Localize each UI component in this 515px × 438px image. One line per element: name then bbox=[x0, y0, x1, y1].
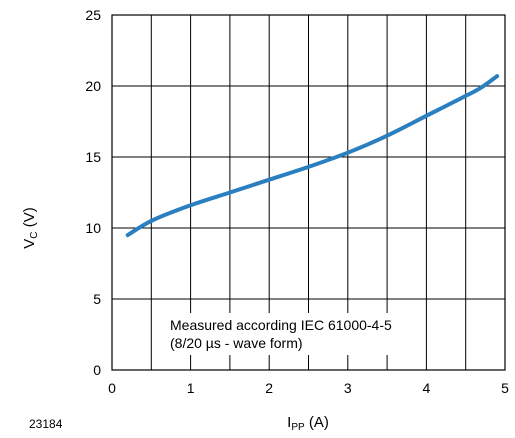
x-axis-label-unit: (A) bbox=[305, 414, 329, 431]
annotation-line-1: Measured according IEC 61000-4-5 bbox=[170, 317, 392, 333]
y-axis-label-main: V bbox=[21, 239, 38, 249]
y-axis-label-unit: (V) bbox=[21, 207, 38, 231]
y-tick-label: 0 bbox=[93, 362, 101, 378]
series-layer bbox=[125, 74, 500, 238]
x-axis-label: IPP (A) bbox=[287, 414, 329, 433]
figure-id: 23184 bbox=[29, 417, 63, 431]
y-tick-label: 10 bbox=[85, 220, 101, 236]
y-axis-label-sub: C bbox=[29, 231, 40, 238]
annotation-line-2: (8/20 µs - wave form) bbox=[170, 335, 303, 351]
y-tick-label: 25 bbox=[85, 7, 101, 23]
y-tick-label: 20 bbox=[85, 78, 101, 94]
annotation-background bbox=[165, 313, 421, 355]
y-tick-label: 15 bbox=[85, 149, 101, 165]
y-tick-label: 5 bbox=[93, 291, 101, 307]
x-tick-label: 3 bbox=[344, 380, 352, 396]
series-line bbox=[125, 74, 500, 238]
x-tick-label: 2 bbox=[265, 380, 273, 396]
x-tick-label: 1 bbox=[187, 380, 195, 396]
x-tick-label: 4 bbox=[423, 380, 431, 396]
x-tick-label: 5 bbox=[501, 380, 509, 396]
y-axis-label: VC (V) bbox=[21, 207, 40, 248]
x-axis-label-main: I bbox=[287, 414, 291, 431]
tick-labels: 0 1 2 3 4 5 0 5 10 15 20 25 bbox=[85, 7, 509, 396]
grid bbox=[112, 15, 505, 370]
x-tick-label: 0 bbox=[108, 380, 116, 396]
plot-frame bbox=[111, 14, 506, 371]
x-axis-label-sub: PP bbox=[291, 422, 305, 433]
